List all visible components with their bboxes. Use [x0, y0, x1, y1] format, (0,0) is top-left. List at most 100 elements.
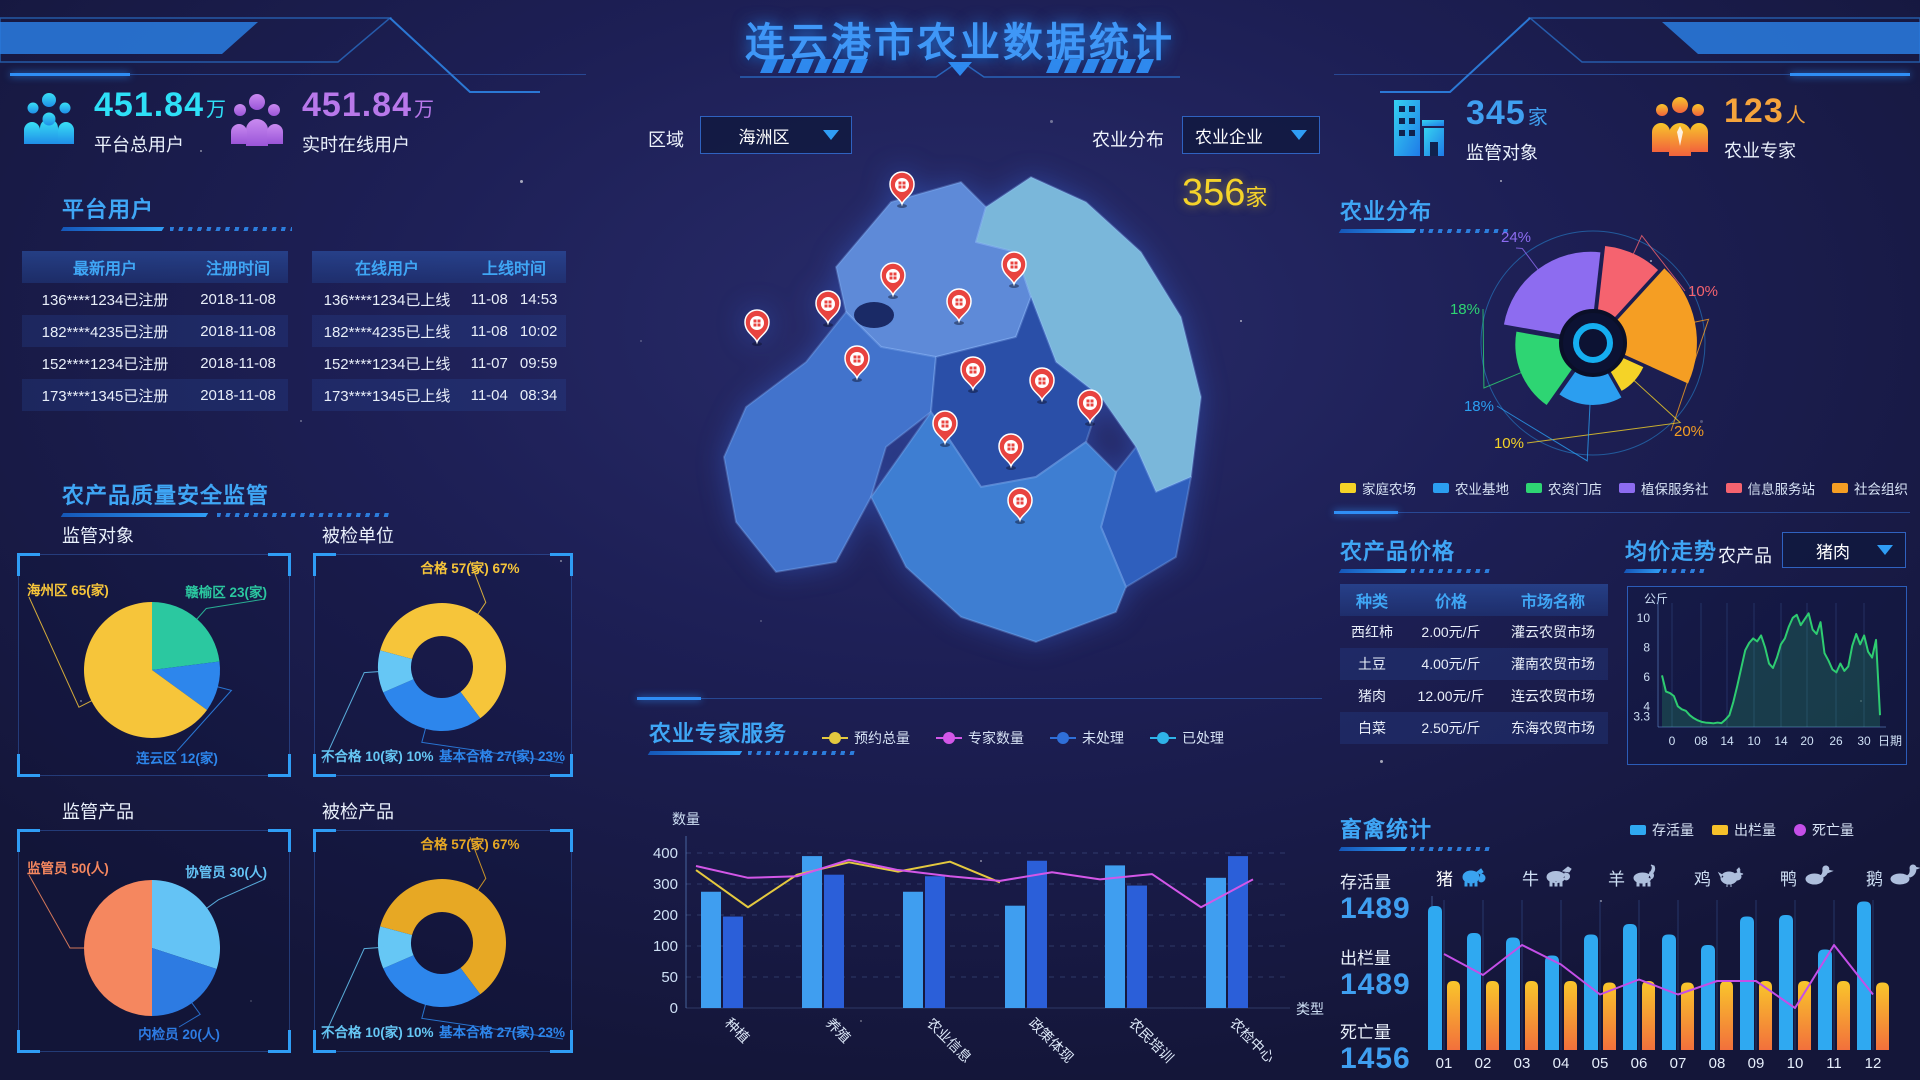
livestock-stat-label: 存活量	[1340, 873, 1391, 892]
map-pin-icon[interactable]	[880, 262, 906, 299]
svg-text:12: 12	[1865, 1055, 1882, 1072]
map-pin-icon[interactable]	[744, 309, 770, 346]
cell-time: 11-04 08:34	[470, 386, 558, 404]
legend-item-出栏量[interactable]: 出栏量	[1712, 820, 1776, 840]
product-selector-value: 猪肉	[1816, 542, 1850, 562]
legend-item-信息服务站[interactable]: 信息服务站	[1725, 478, 1815, 498]
section-title-agri-distribution: 农业分布	[1340, 199, 1433, 224]
svg-text:400: 400	[653, 845, 678, 862]
legend-item-农资门店[interactable]: 农资门店	[1526, 478, 1602, 498]
right-panel-top-rule	[1334, 73, 1910, 76]
cell: 灌南农贸市场	[1511, 656, 1595, 672]
legend-item-专家数量[interactable]: 专家数量	[936, 728, 1024, 748]
table-row: 182****4235已上线 11-08 10:02	[312, 315, 566, 347]
animal-tab-牛[interactable]: 牛	[1522, 864, 1579, 890]
cell: 灌云农贸市场	[1511, 624, 1595, 640]
product-selector-label: 农产品	[1718, 546, 1772, 566]
animal-tab-猪[interactable]: 猪	[1436, 864, 1493, 890]
chart-label-supervision-products: 监管产品	[62, 802, 134, 822]
svg-text:3.3: 3.3	[1633, 710, 1650, 724]
svg-text:海州区 65(家): 海州区 65(家)	[27, 582, 109, 598]
legend-item-未处理[interactable]: 未处理	[1050, 728, 1124, 748]
map-region-west[interactable]	[723, 311, 937, 573]
map-pin-icon[interactable]	[889, 171, 915, 208]
svg-text:农业信息: 农业信息	[924, 1015, 975, 1066]
agri-distribution-legend: 家庭农场 农业基地 农资门店 植保服务社 信息服务站 社会组织	[1340, 478, 1908, 498]
legend-item-植保服务社[interactable]: 植保服务社	[1619, 478, 1709, 498]
legend-marker	[1150, 732, 1176, 744]
map-pin-icon[interactable]	[1029, 367, 1055, 404]
legend-item-预约总量[interactable]: 预约总量	[822, 728, 910, 748]
svg-text:18%: 18%	[1450, 301, 1480, 318]
right-mid-rule	[1334, 511, 1910, 514]
svg-text:11: 11	[1826, 1055, 1842, 1072]
left-panel-top-rule	[10, 73, 586, 76]
svg-text:6: 6	[1643, 670, 1650, 684]
region-map	[723, 171, 1202, 643]
map-pin-icon[interactable]	[844, 345, 870, 382]
online-users-body: 136****1234已上线 11-08 14:53 182****4235已上线 11…	[312, 283, 566, 411]
users-group-icon	[24, 93, 74, 144]
animal-tab-鹅[interactable]: 鹅	[1866, 864, 1920, 890]
svg-text:基本合格 27(家) 23%: 基本合格 27(家) 23%	[439, 1024, 565, 1040]
legend-item-存活量[interactable]: 存活量	[1630, 820, 1694, 840]
supervision-products-pie-chart: 协管员 30(人) 内检员 20(人) 监管员 50(人)	[27, 860, 267, 1042]
map-pin-icon[interactable]	[1001, 251, 1027, 288]
svg-text:08: 08	[1709, 1055, 1726, 1072]
svg-text:24%: 24%	[1501, 229, 1531, 246]
map-pin-icon[interactable]	[815, 290, 841, 327]
chart-box-supervision-target: 赣榆区 23(家) 连云区 12(家) 海州区 65(家)	[17, 553, 291, 777]
cell: 152****1234已注册	[41, 355, 169, 373]
distribution-dropdown[interactable]: 农业企业	[1182, 116, 1320, 154]
map-region-south[interactable]	[870, 411, 1127, 643]
table-row: 173****1345已上线 11-04 08:34	[312, 379, 566, 411]
legend-item-死亡量[interactable]: 死亡量	[1794, 820, 1854, 840]
online-users-table: 在线用户 上线时间 136****1234已上线 11-08 14:53 182****4…	[312, 251, 566, 411]
section-underline	[1340, 568, 1490, 574]
table-row: 152****1234已注册 2018-11-08	[22, 347, 288, 379]
table-row: 白菜 2.50元/斤 东海农贸市场	[1340, 712, 1608, 744]
svg-text:02: 02	[1475, 1055, 1492, 1072]
table-row: 土豆 4.00元/斤 灌南农贸市场	[1340, 648, 1608, 680]
map-pin-icon[interactable]	[998, 433, 1024, 470]
table-row: 猪肉 12.00元/斤 连云农贸市场	[1340, 680, 1608, 712]
chart-label-inspected-products: 被检产品	[322, 802, 394, 822]
legend-marker	[936, 732, 962, 744]
livestock-legend: 存活量 出栏量 死亡量	[1630, 820, 1872, 840]
svg-text:10%: 10%	[1688, 283, 1718, 300]
legend-item-已处理[interactable]: 已处理	[1150, 728, 1224, 748]
map-pin-icon[interactable]	[1007, 487, 1033, 524]
region-dropdown[interactable]: 海洲区	[700, 116, 852, 154]
svg-text:20%: 20%	[1674, 423, 1704, 440]
map-pin-icon[interactable]	[946, 288, 972, 325]
latest-users-header: 最新用户 注册时间	[22, 251, 288, 283]
product-selector-dropdown[interactable]: 猪肉	[1782, 532, 1906, 568]
animal-tab-鸡[interactable]: 鸡	[1694, 864, 1751, 890]
map-pin-icon[interactable]	[960, 356, 986, 393]
stat-value: 345 家	[1466, 94, 1549, 132]
map-pin-icon[interactable]	[1077, 389, 1103, 426]
legend-item-农业基地[interactable]: 农业基地	[1433, 478, 1509, 498]
svg-text:50: 50	[661, 969, 678, 986]
inspected-units-donut-chart: 合格 57(家) 67% 基本合格 27(家) 23% 不合格 10(家) 10%	[321, 560, 565, 764]
svg-text:数量: 数量	[672, 811, 700, 827]
map-pin-icon[interactable]	[932, 410, 958, 447]
animal-tab-鸭[interactable]: 鸭	[1780, 864, 1837, 890]
table-row: 152****1234已上线 11-07 09:59	[312, 347, 566, 379]
cell: 西红柿	[1351, 624, 1393, 640]
latest-users-body: 136****1234已注册 2018-11-08 182****4235已注册 20…	[22, 283, 288, 411]
legend-item-社会组织[interactable]: 社会组织	[1832, 478, 1908, 498]
section-title-supervision: 农产品质量安全监管	[62, 483, 270, 508]
users-group-icon	[231, 94, 283, 146]
center-divider-rule	[637, 697, 1322, 700]
legend-swatch	[1725, 483, 1742, 493]
animal-tab-羊[interactable]: 羊	[1608, 864, 1665, 890]
online-users-header-cell: 上线时间	[481, 261, 546, 278]
猪-animal-icon	[1462, 868, 1486, 887]
svg-text:养殖: 养殖	[823, 1015, 854, 1046]
svg-text:公斤: 公斤	[1644, 592, 1668, 606]
svg-text:10: 10	[1747, 734, 1761, 748]
distribution-label: 农业分布	[1092, 130, 1164, 150]
legend-item-家庭农场[interactable]: 家庭农场	[1340, 478, 1416, 498]
svg-text:政策体现: 政策体现	[1026, 1015, 1077, 1066]
